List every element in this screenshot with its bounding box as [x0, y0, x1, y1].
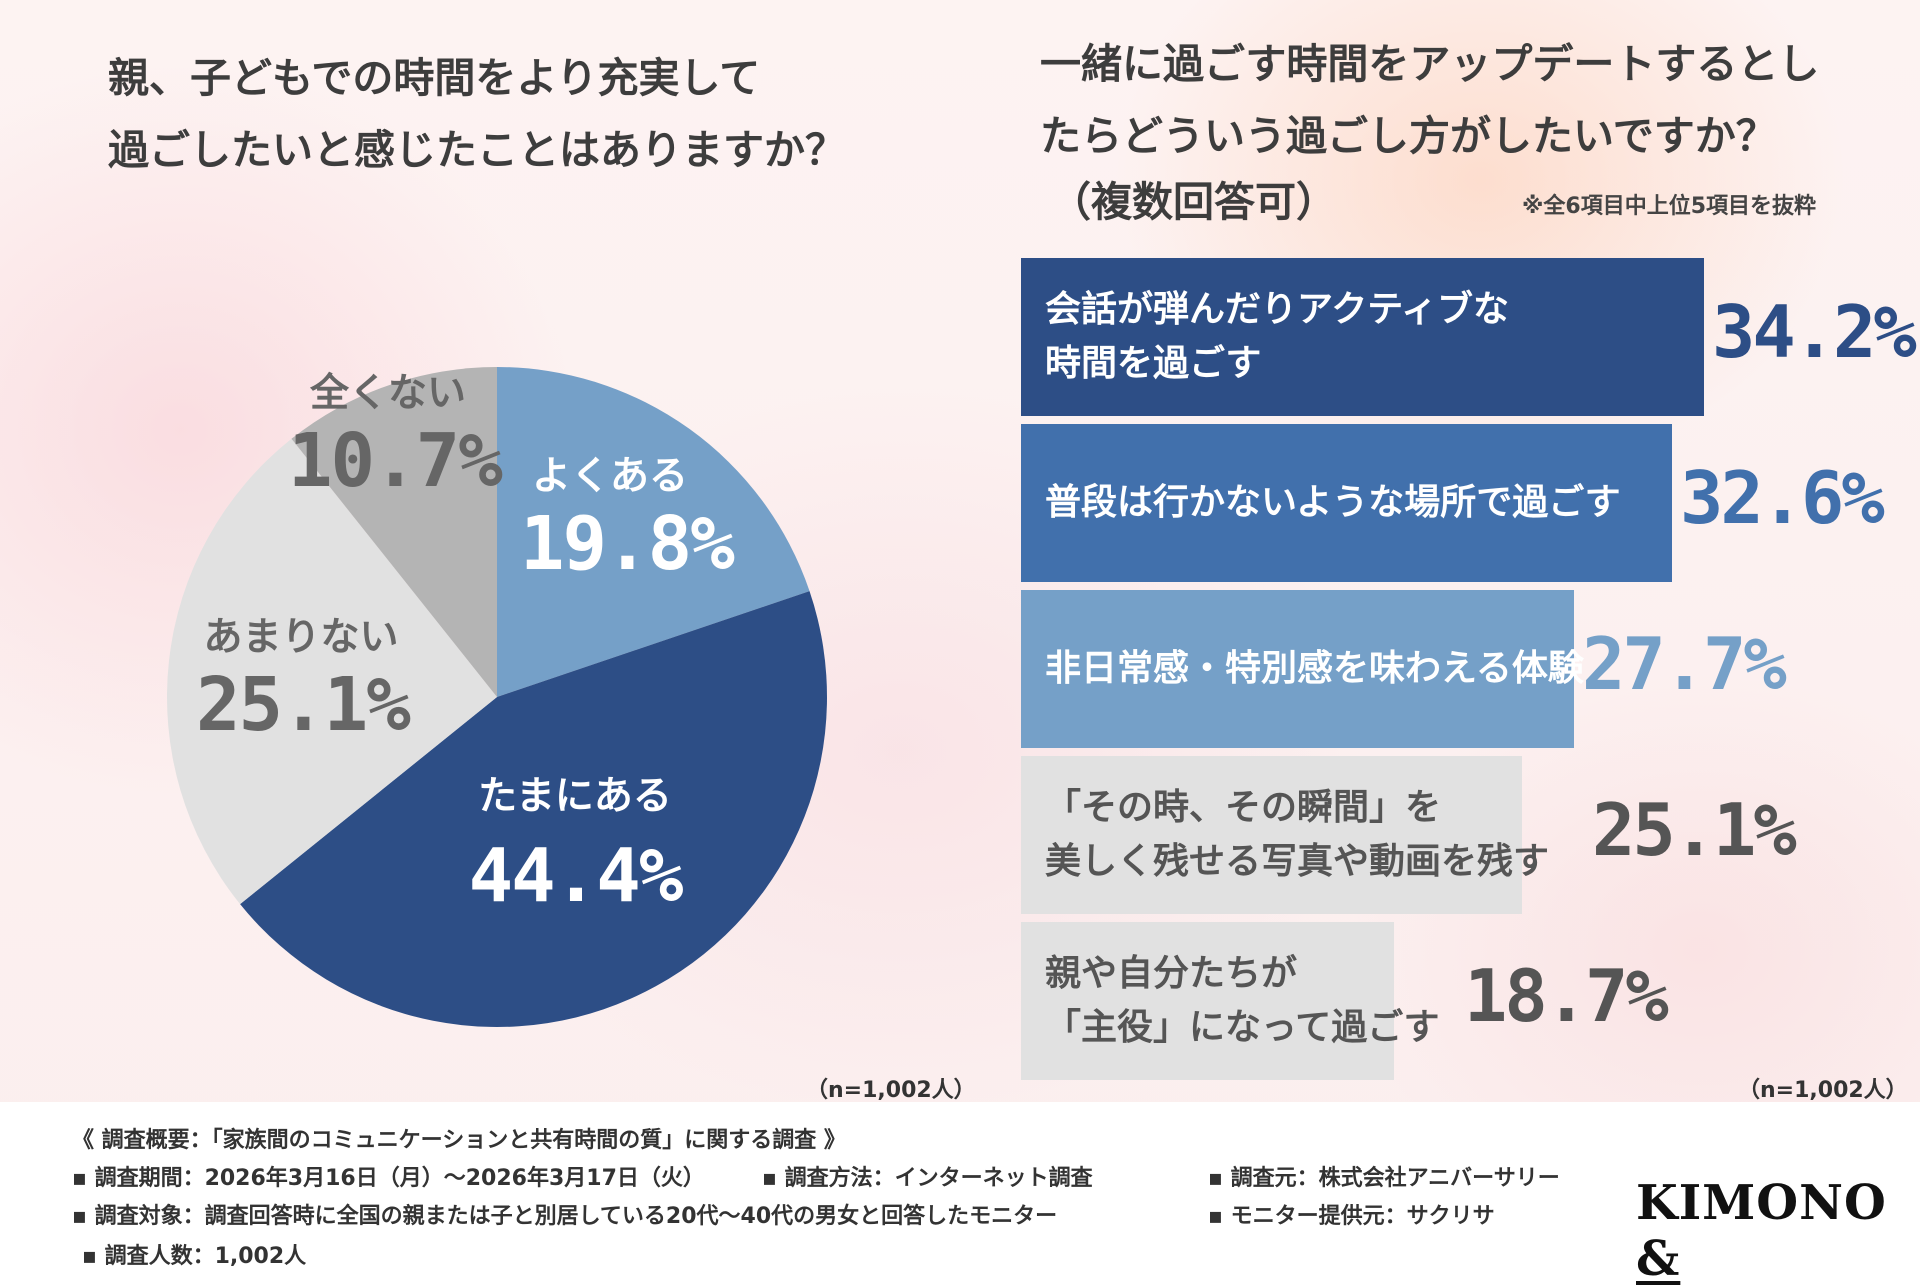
- bar-1: 普段は行かないような場所で過ごす: [1021, 424, 1672, 582]
- pie-label-rarely-value: 25.1%: [196, 662, 411, 748]
- pie-sample-size: （n=1,002人）: [806, 1078, 976, 1103]
- bar-value-1: 32.6%: [1680, 456, 1885, 540]
- pie-label-sometimes-value: 44.4%: [468, 833, 684, 919]
- pie-slice-often: [497, 367, 810, 697]
- bar-value-3: 25.1%: [1592, 788, 1797, 872]
- survey-overview: 《 調査概要：「家族間のコミュニケーションと共有時間の質」に関する調査 》: [72, 1128, 846, 1153]
- bar-question-title: 一緒に過ごす時間をアップデートするとし たらどういう過ごし方がしたいですか？: [1040, 40, 1820, 160]
- bar-4: 親や自分たちが 「主役」になって過ごす: [1021, 922, 1440, 1080]
- bar-sample-size: （n=1,002人）: [1738, 1078, 1908, 1103]
- bar-value-0: 34.2%: [1712, 290, 1917, 374]
- top5-note: ※全6項目中上位5項目を抜粋: [1522, 194, 1817, 219]
- bar-value-2: 27.7%: [1582, 622, 1787, 706]
- pie-slice-sometimes: [240, 591, 827, 1027]
- bar-label-1: 普段は行かないような場所で過ごす: [1045, 482, 1621, 523]
- pie-label-sometimes-name: たまにある: [478, 774, 672, 819]
- bar-value-4: 18.7%: [1464, 954, 1669, 1038]
- logo-amp: &: [1636, 1231, 1681, 1287]
- survey-target: ▪ 調査対象：調査回答時に全国の親または子と別居している20代〜40代の男女と回…: [72, 1204, 1058, 1229]
- kimono-logo: KIMONO &: [1636, 1175, 1920, 1287]
- pie-slice-rarely: [167, 438, 497, 905]
- bar-0: 会話が弾んだりアクティブな 時間を過ごす: [1021, 258, 1704, 416]
- bar-label-4: 親や自分たちが 「主役」になって過ごす: [1045, 953, 1440, 1048]
- pie-label-rarely: あまりない 25.1%: [196, 606, 411, 748]
- bar-label-3: 「その時、その瞬間」を 美しく残せる写真や動画を残す: [1045, 787, 1550, 882]
- pie-question-title: 親、子どもでの時間をより充実して 過ごしたいと感じたことはありますか？: [108, 54, 846, 174]
- logo-text: KIMONO: [1636, 1175, 1887, 1231]
- pie-label-often-name: よくある: [531, 454, 688, 499]
- bar-label-2: 非日常感・特別感を味わえる体験: [1045, 648, 1584, 689]
- survey-method: ▪ 調査方法：インターネット調査: [762, 1166, 1093, 1191]
- survey-footer: 《 調査概要：「家族間のコミュニケーションと共有時間の質」に関する調査 》 ▪ …: [0, 1102, 1920, 1280]
- bar-3: 「その時、その瞬間」を 美しく残せる写真や動画を残す: [1021, 756, 1549, 914]
- monitor-provider: ▪ モニター提供元：サクリサ: [1208, 1204, 1495, 1229]
- multiple-answer-note: （複数回答可）: [1050, 178, 1337, 226]
- pie-label-often-value: 19.8%: [520, 501, 735, 587]
- survey-count: ▪ 調査人数：1,002人: [82, 1244, 307, 1269]
- pie-label-often: よくある 19.8%: [520, 445, 735, 587]
- pie-label-rarely-name: あまりない: [203, 615, 399, 660]
- pie-slice-never: [291, 367, 497, 697]
- bar-label-0: 会話が弾んだりアクティブな 時間を過ごす: [1045, 289, 1510, 384]
- pie-label-never-name: 全くない: [309, 371, 466, 416]
- pie-label-never-value: 10.7%: [288, 418, 503, 504]
- bar-2: 非日常感・特別感を味わえる体験: [1021, 590, 1584, 748]
- pie-label-sometimes: たまにある 44.4%: [460, 765, 690, 919]
- survey-source: ▪ 調査元：株式会社アニバーサリー: [1208, 1166, 1560, 1191]
- pie-label-never: 全くない 10.7%: [288, 362, 503, 504]
- survey-period: ▪ 調査期間：2026年3月16日（月）〜2026年3月17日（火）: [72, 1166, 705, 1191]
